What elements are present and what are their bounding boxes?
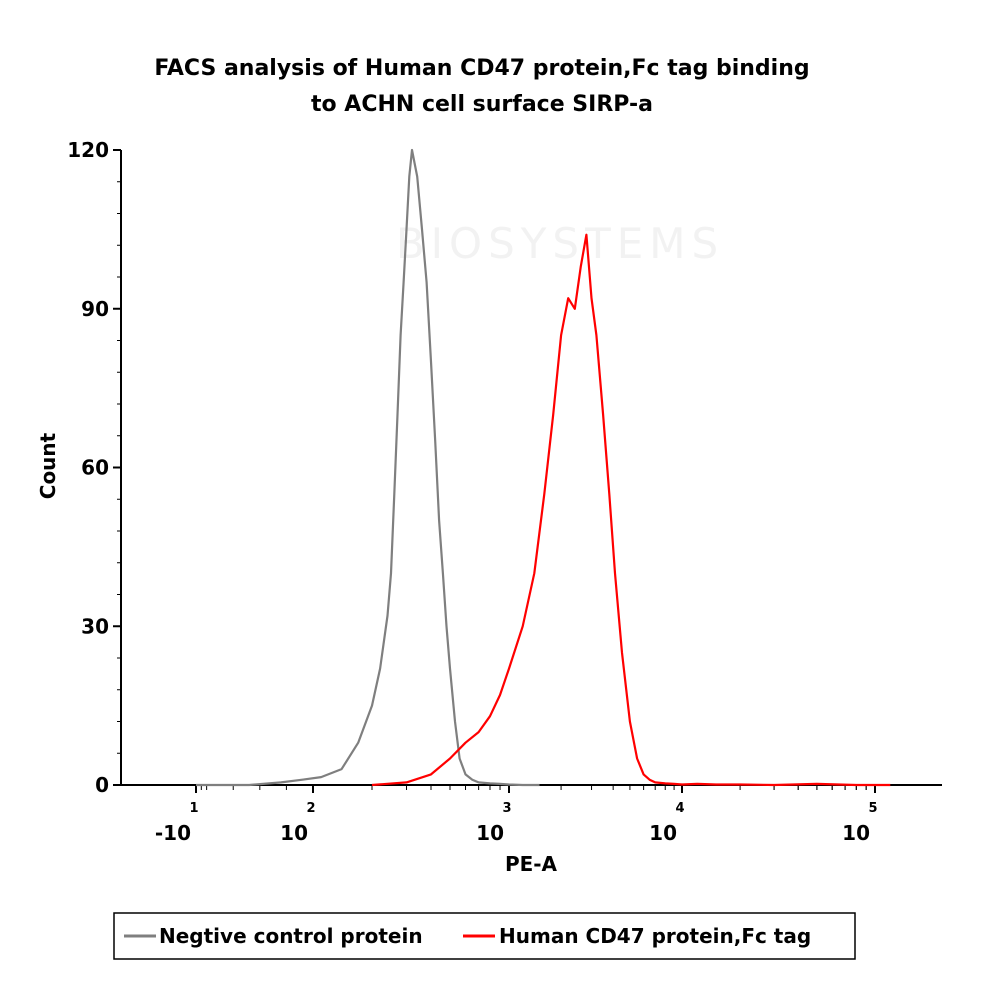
series-line-negative-control [196, 148, 540, 787]
legend-label-human-cd47: Human CD47 protein,Fc tag [499, 924, 811, 948]
chart-title-line-2: to ACHN cell surface SIRP-a [311, 92, 653, 117]
y-tick-label: 30 [81, 614, 109, 638]
x-tick-exponent: 5 [868, 801, 877, 816]
x-tick-exponent: 2 [306, 801, 315, 816]
y-tick-label: 60 [81, 456, 109, 480]
x-tick-label: 10 [649, 821, 677, 845]
watermark: BIOSYSTEMS [396, 219, 724, 268]
y-tick-label: 120 [67, 138, 109, 162]
legend-box [113, 912, 856, 960]
chart-title: FACS analysis of Human CD47 protein,Fc t… [154, 56, 809, 117]
y-tick-label: 90 [81, 297, 109, 321]
x-tick-exponent: 1 [189, 801, 198, 816]
x-tick-label: 10 [476, 821, 504, 845]
x-tick-label: 10 [280, 821, 308, 845]
legend: Negtive control protein Human CD47 prote… [113, 912, 856, 960]
y-axis-ticks: 0 30 60 90 120 [67, 138, 121, 797]
x-tick-exponent: 3 [502, 801, 511, 816]
y-tick-label: 0 [95, 773, 109, 797]
chart-title-line-1: FACS analysis of Human CD47 protein,Fc t… [154, 56, 809, 81]
legend-label-negative-control: Negtive control protein [159, 924, 423, 948]
series-layer [196, 148, 891, 787]
y-axis-label: Count [36, 432, 60, 499]
x-tick-label: -10 [155, 821, 191, 845]
x-axis-label: PE-A [505, 852, 558, 876]
x-tick-exponent: 4 [675, 801, 684, 816]
series-line-human-cd47 [371, 233, 891, 787]
x-tick-label: 10 [842, 821, 870, 845]
x-axis-ticks: -10 1 10 2 10 3 10 4 10 5 [155, 785, 878, 845]
